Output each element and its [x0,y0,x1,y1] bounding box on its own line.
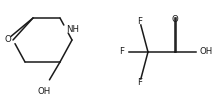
Text: O: O [172,15,178,24]
Text: F: F [119,48,124,56]
Text: OH: OH [37,87,51,97]
Text: F: F [138,78,143,87]
Text: F: F [138,17,143,26]
Text: O: O [5,36,11,44]
Text: NH: NH [67,25,80,34]
Text: OH: OH [199,48,212,56]
